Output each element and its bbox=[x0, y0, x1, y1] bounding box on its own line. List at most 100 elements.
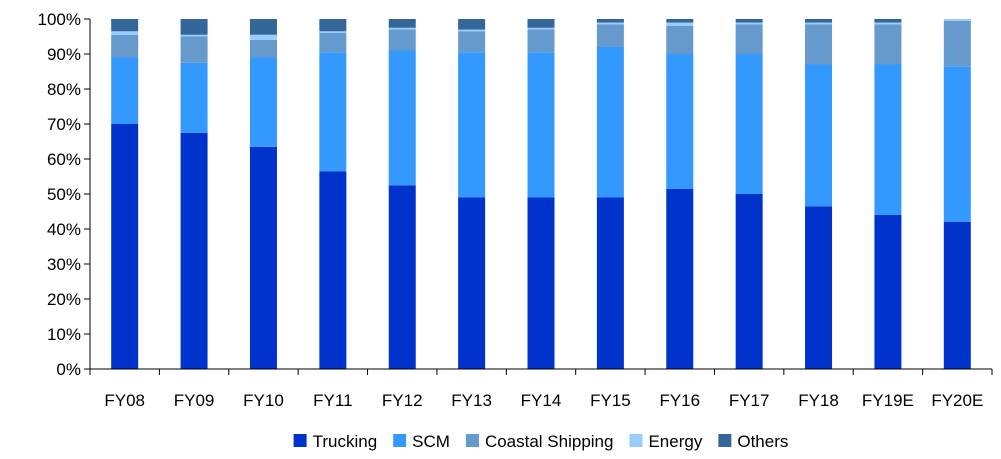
bar-segment-coastal-shipping-fy18 bbox=[805, 24, 833, 65]
bar-segment-energy-fy14 bbox=[527, 27, 555, 30]
bar-segment-others-fy10 bbox=[249, 19, 277, 35]
bar-segment-coastal-shipping-fy17 bbox=[735, 24, 763, 54]
bar-segment-others-fy11 bbox=[319, 19, 347, 32]
bar-segment-coastal-shipping-fy11 bbox=[319, 33, 347, 53]
bar-segment-others-fy09 bbox=[180, 19, 208, 35]
legend-label-scm: SCM bbox=[412, 432, 450, 451]
legend-label-trucking: Trucking bbox=[313, 432, 378, 451]
bar-segment-scm-fy13 bbox=[458, 52, 486, 198]
legend-swatch-coastal-shipping bbox=[465, 434, 479, 447]
legend-swatch-trucking bbox=[293, 434, 307, 447]
bar-segment-scm-fy15 bbox=[596, 47, 624, 198]
bar-segment-others-fy15 bbox=[596, 19, 624, 23]
y-tick-label: 100% bbox=[38, 10, 81, 29]
bar-segment-trucking-fy18 bbox=[805, 206, 833, 369]
bar-segment-others-fy18 bbox=[805, 19, 833, 23]
bar-segment-others-fy17 bbox=[735, 19, 763, 23]
y-tick-label: 80% bbox=[47, 80, 81, 99]
legend-item-coastal-shipping: Coastal Shipping bbox=[465, 432, 614, 451]
y-tick-label: 90% bbox=[47, 45, 81, 64]
bar-segment-trucking-fy11 bbox=[319, 171, 347, 369]
bar-segment-scm-fy09 bbox=[180, 62, 208, 133]
x-tick-label-fy13: FY13 bbox=[451, 391, 492, 410]
bar-segment-scm-fy20e bbox=[943, 66, 971, 222]
bar-segment-energy-fy11 bbox=[319, 31, 347, 33]
x-tick-label-fy14: FY14 bbox=[521, 391, 562, 410]
legend-item-energy: Energy bbox=[629, 432, 703, 451]
y-tick-label: 60% bbox=[47, 150, 81, 169]
bar-segment-others-fy08 bbox=[111, 19, 139, 32]
bar-segment-trucking-fy14 bbox=[527, 197, 555, 369]
x-tick-label-fy18: FY18 bbox=[798, 391, 839, 410]
legend-item-others: Others bbox=[718, 432, 788, 451]
axes-layer bbox=[84, 18, 993, 375]
bar-segment-trucking-fy17 bbox=[735, 194, 763, 369]
bar-segment-energy-fy08 bbox=[111, 31, 139, 35]
bar-segment-trucking-fy10 bbox=[249, 146, 277, 369]
bar-segment-coastal-shipping-fy12 bbox=[388, 29, 416, 51]
bar-segment-scm-fy11 bbox=[319, 52, 347, 172]
legend-swatch-scm bbox=[393, 434, 407, 447]
x-tick-label-fy19e: FY19E bbox=[862, 391, 914, 410]
x-tick-label-fy20e: FY20E bbox=[931, 391, 983, 410]
legend-label-coastal-shipping: Coastal Shipping bbox=[485, 432, 614, 451]
y-tick-label: 10% bbox=[47, 325, 81, 344]
bar-segment-coastal-shipping-fy16 bbox=[666, 26, 694, 54]
bar-segment-energy-fy17 bbox=[735, 22, 763, 25]
x-tick-label-fy10: FY10 bbox=[243, 391, 284, 410]
bar-segment-energy-fy16 bbox=[666, 22, 694, 26]
legend-swatch-energy bbox=[629, 434, 643, 447]
legend-item-scm: SCM bbox=[393, 432, 450, 451]
legend-swatch-others bbox=[718, 434, 732, 447]
bar-segment-energy-fy15 bbox=[596, 22, 624, 25]
y-tick-label: 70% bbox=[47, 115, 81, 134]
bar-segment-energy-fy20e bbox=[943, 19, 971, 21]
y-tick-label: 0% bbox=[56, 360, 81, 379]
bars-layer bbox=[111, 19, 971, 369]
bar-segment-scm-fy14 bbox=[527, 52, 555, 198]
bar-segment-trucking-fy19e bbox=[874, 215, 902, 369]
bar-segment-energy-fy12 bbox=[388, 27, 416, 30]
bar-segment-others-fy12 bbox=[388, 19, 416, 28]
x-tick-label-fy16: FY16 bbox=[659, 391, 700, 410]
bar-segment-scm-fy16 bbox=[666, 54, 694, 189]
bar-segment-coastal-shipping-fy13 bbox=[458, 31, 486, 53]
bar-segment-trucking-fy16 bbox=[666, 188, 694, 369]
bar-segment-others-fy16 bbox=[666, 19, 694, 23]
x-tick-label-fy15: FY15 bbox=[590, 391, 631, 410]
bar-segment-energy-fy13 bbox=[458, 29, 486, 32]
bar-segment-scm-fy10 bbox=[249, 57, 277, 147]
bar-segment-others-fy19e bbox=[874, 19, 902, 23]
bar-segment-trucking-fy08 bbox=[111, 124, 139, 369]
bar-segment-scm-fy19e bbox=[874, 64, 902, 215]
bar-segment-coastal-shipping-fy14 bbox=[527, 29, 555, 53]
bar-segment-trucking-fy13 bbox=[458, 197, 486, 369]
legend-label-energy: Energy bbox=[648, 432, 702, 451]
bar-segment-scm-fy17 bbox=[735, 54, 763, 194]
bar-segment-trucking-fy12 bbox=[388, 185, 416, 369]
bar-segment-coastal-shipping-fy08 bbox=[111, 34, 139, 58]
x-tick-label-fy11: FY11 bbox=[313, 391, 352, 410]
legend: Trucking SCM Coastal Shipping Energy Others bbox=[293, 432, 788, 451]
bar-segment-trucking-fy09 bbox=[180, 132, 208, 369]
legend-item-trucking: Trucking bbox=[293, 432, 378, 451]
bar-segment-scm-fy18 bbox=[805, 64, 833, 207]
x-tick-label-fy08: FY08 bbox=[104, 391, 145, 410]
legend-label-others: Others bbox=[737, 432, 788, 451]
bar-segment-coastal-shipping-fy09 bbox=[180, 36, 208, 63]
y-tick-label: 30% bbox=[47, 255, 81, 274]
bar-segment-energy-fy09 bbox=[180, 34, 208, 37]
bar-segment-energy-fy18 bbox=[805, 22, 833, 25]
y-tick-label: 20% bbox=[47, 290, 81, 309]
bar-segment-others-fy14 bbox=[527, 19, 555, 28]
x-tick-label-fy09: FY09 bbox=[174, 391, 215, 410]
y-tick-label: 40% bbox=[47, 220, 81, 239]
x-tick-label-fy12: FY12 bbox=[382, 391, 423, 410]
bar-segment-energy-fy19e bbox=[874, 22, 902, 25]
bar-segment-others-fy13 bbox=[458, 19, 486, 30]
bar-segment-energy-fy10 bbox=[249, 34, 277, 40]
bar-segment-scm-fy08 bbox=[111, 57, 139, 124]
bar-segment-coastal-shipping-fy10 bbox=[249, 40, 277, 58]
x-tick-label-fy17: FY17 bbox=[729, 391, 770, 410]
y-tick-label: 50% bbox=[47, 185, 81, 204]
